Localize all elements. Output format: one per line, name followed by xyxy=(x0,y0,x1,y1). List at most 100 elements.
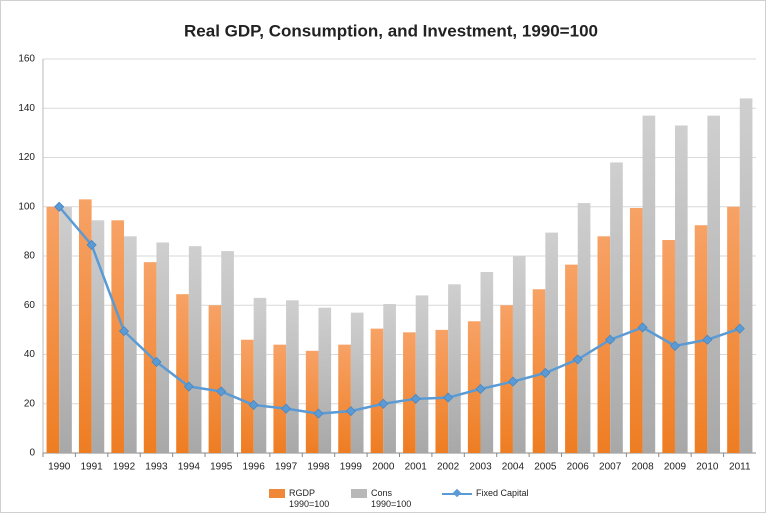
line-marker xyxy=(507,376,518,387)
y-tick-label: 160 xyxy=(18,54,35,65)
x-tick-label: 2004 xyxy=(502,462,525,473)
legend-swatch xyxy=(442,488,472,498)
bar xyxy=(221,251,234,453)
line-marker xyxy=(475,383,486,395)
bar xyxy=(707,115,721,453)
legend-swatch xyxy=(269,489,285,498)
y-tick-label: 140 xyxy=(18,103,35,114)
line-marker xyxy=(151,356,162,367)
line-marker xyxy=(313,408,324,419)
bar xyxy=(642,115,656,453)
legend: RGDP 1990=100 Cons 1990=100 Fixed Capital xyxy=(1,487,765,511)
line-marker xyxy=(216,386,227,397)
x-tick-label: 2003 xyxy=(469,462,492,473)
y-tick-label: 100 xyxy=(18,201,35,212)
bar xyxy=(338,344,351,453)
x-tick-label: 2005 xyxy=(534,462,557,473)
bar xyxy=(500,305,513,453)
chart: Real GDP, Consumption, and Investment, 1… xyxy=(18,21,756,473)
bar xyxy=(435,329,449,453)
bar xyxy=(545,232,558,453)
bar xyxy=(370,328,384,453)
line-marker xyxy=(86,239,97,250)
bar xyxy=(59,206,72,453)
x-tick-label: 2009 xyxy=(664,462,687,473)
line xyxy=(58,205,741,415)
bar xyxy=(241,339,254,453)
line-marker xyxy=(669,340,681,351)
x-tick-label: 1995 xyxy=(210,462,233,473)
line-marker xyxy=(248,399,259,411)
x-tick-label: 1997 xyxy=(275,462,298,473)
x-tick-label: 1992 xyxy=(113,462,136,473)
bar xyxy=(350,312,364,453)
x-tick-label: 2001 xyxy=(405,462,428,473)
bar xyxy=(188,246,202,453)
bar xyxy=(674,125,688,454)
bar xyxy=(286,300,299,453)
bar xyxy=(403,332,416,453)
bar xyxy=(208,305,222,453)
bar xyxy=(610,162,623,454)
line-marker xyxy=(183,381,194,392)
line-marker xyxy=(605,334,616,345)
bar xyxy=(318,307,332,453)
line-marker xyxy=(443,392,454,403)
x-tick-label: 2000 xyxy=(372,462,395,473)
bar xyxy=(305,350,319,453)
x-tick-label: 1993 xyxy=(145,462,168,473)
x-tick-label: 1996 xyxy=(243,462,266,473)
line-marker xyxy=(345,406,356,417)
bar xyxy=(46,206,60,453)
bar xyxy=(565,264,578,453)
y-tick-label: 120 xyxy=(18,152,35,163)
x-tick-label: 2010 xyxy=(696,462,719,473)
x-tick-label: 2006 xyxy=(567,462,590,473)
x-tick-label: 2011 xyxy=(729,462,751,473)
x-tick-label: 2007 xyxy=(599,462,622,473)
bar xyxy=(111,220,125,453)
line-marker xyxy=(410,393,421,404)
bar xyxy=(156,242,170,453)
bar xyxy=(467,321,481,453)
bar xyxy=(78,199,92,453)
legend-label: Fixed Capital xyxy=(476,488,529,498)
y-tick-label: 20 xyxy=(24,398,36,409)
line-marker xyxy=(702,334,713,345)
bar xyxy=(448,284,461,453)
line-marker xyxy=(572,354,583,365)
legend-label: Cons 1990=100 xyxy=(371,488,412,509)
bar xyxy=(176,294,189,453)
x-tick-label: 1998 xyxy=(307,462,330,473)
bar xyxy=(577,203,591,453)
line-marker xyxy=(378,398,389,409)
line-marker xyxy=(540,367,551,379)
x-tick-label: 1999 xyxy=(340,462,363,473)
line-marker xyxy=(118,326,130,337)
line-marker xyxy=(54,201,65,212)
chart-title: Real GDP, Consumption, and Investment, 1… xyxy=(184,21,598,40)
bar xyxy=(739,98,753,454)
line-marker xyxy=(637,322,648,333)
bar xyxy=(415,295,429,453)
y-tick-label: 0 xyxy=(29,448,35,459)
x-tick-label: 1991 xyxy=(80,462,103,473)
bar xyxy=(532,289,546,453)
x-tick-label: 1990 xyxy=(48,462,71,473)
bar xyxy=(694,225,708,453)
bar xyxy=(124,236,137,453)
x-tick-label: 2008 xyxy=(631,462,654,473)
x-tick-label: 2002 xyxy=(437,462,460,473)
y-tick-label: 40 xyxy=(24,349,36,360)
bar xyxy=(512,256,526,453)
legend-label: RGDP 1990=100 xyxy=(289,488,330,509)
bar xyxy=(91,220,105,453)
bar xyxy=(480,272,494,453)
x-tick-label: 1994 xyxy=(178,462,201,473)
bar xyxy=(253,297,267,453)
y-tick-label: 60 xyxy=(24,300,36,311)
legend-swatch xyxy=(351,489,367,498)
y-tick-label: 80 xyxy=(24,251,36,262)
bar xyxy=(273,344,287,453)
